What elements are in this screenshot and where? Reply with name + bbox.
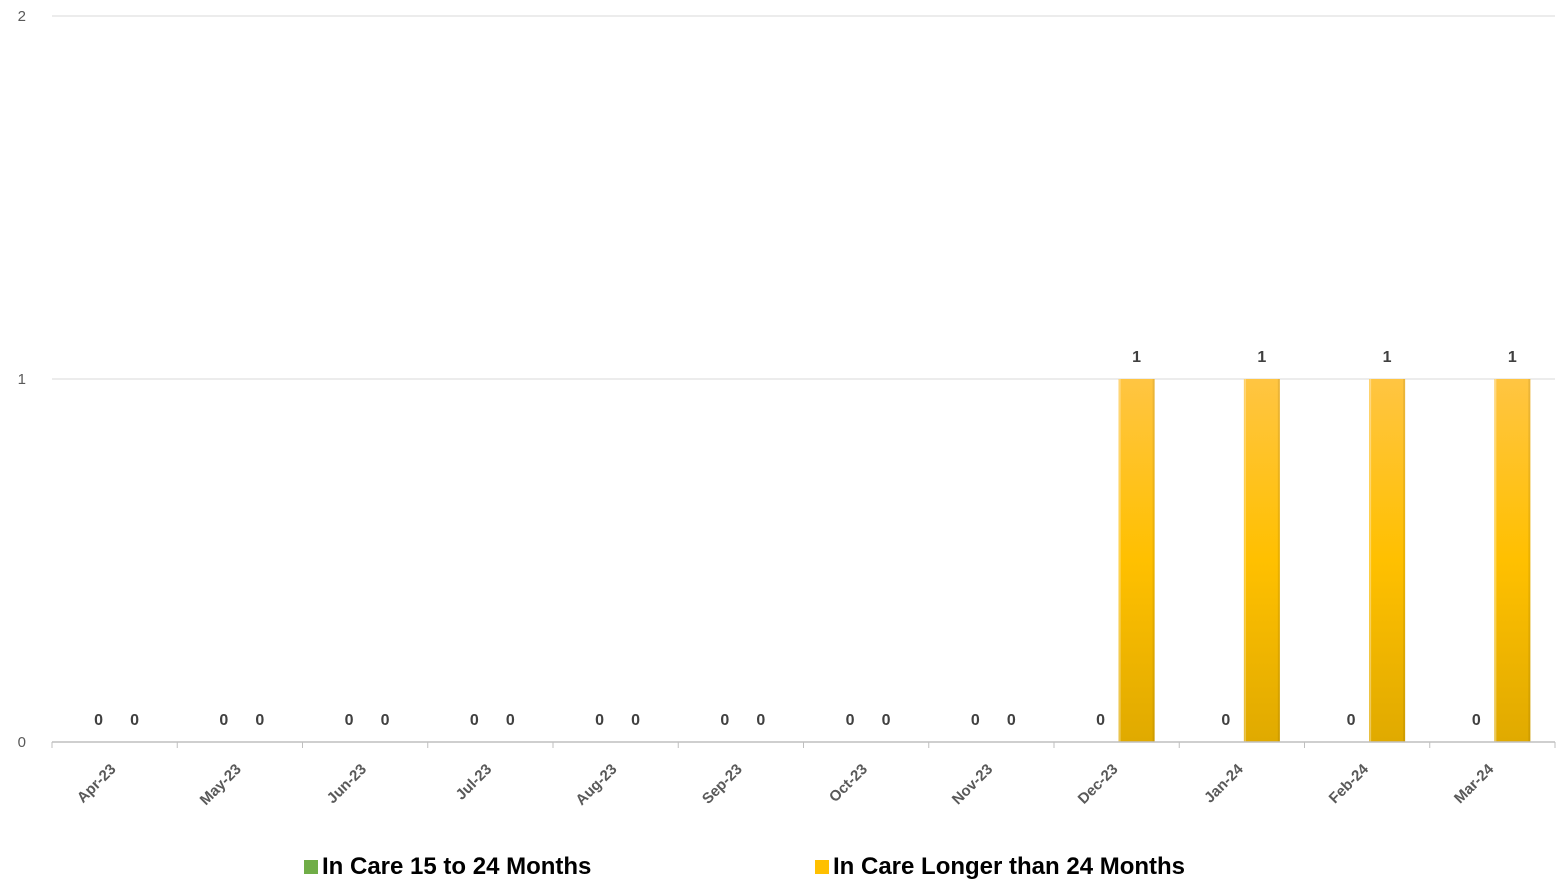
data-label: 0 [882, 712, 891, 729]
chart-svg: 0 1 2 0 0 0 0 0 0 0 0 0 0 0 0 0 0 0 0 0 0 0 0 1 1 1 1 Apr-23 May-2… [18, 8, 1556, 809]
data-label: 0 [1221, 712, 1230, 729]
gridlines [52, 15, 1555, 380]
bar [1369, 379, 1406, 742]
data-labels: 0 0 0 0 0 0 0 0 0 0 0 0 0 0 0 0 0 0 0 0 1 1 1 1 [94, 349, 1517, 729]
legend-swatch-gold [815, 860, 829, 874]
x-tick-label: Nov-23 [949, 761, 996, 808]
y-tick-label: 2 [18, 8, 26, 25]
bar-shade [1277, 379, 1280, 742]
x-axis: Apr-23 May-23 Jun-23 Jul-23 Aug-23 Sep-23 Oct-… [51, 741, 1556, 809]
data-label: 1 [1132, 349, 1141, 366]
bar-highlight [1119, 379, 1121, 742]
x-tick-label: Apr-23 [74, 761, 120, 807]
data-label: 0 [631, 712, 640, 729]
data-label: 0 [381, 712, 390, 729]
bar-shade [1152, 379, 1155, 742]
x-tick-label: Sep-23 [699, 761, 746, 808]
bar-highlight [1369, 379, 1372, 742]
legend-item-series-1: In Care 15 to 24 Months [304, 853, 591, 881]
data-label: 0 [1472, 712, 1481, 729]
bar [1118, 379, 1155, 742]
legend-item-series-2: In Care Longer than 24 Months [815, 853, 1185, 881]
y-axis: 0 1 2 [18, 8, 26, 751]
bar-shade [1528, 379, 1531, 742]
x-tick-label: May-23 [197, 761, 245, 809]
legend-label: In Care Longer than 24 Months [833, 853, 1186, 880]
data-label: 0 [595, 712, 604, 729]
data-label: 1 [1383, 349, 1392, 366]
bars [1118, 379, 1531, 742]
data-label: 0 [846, 712, 855, 729]
legend-swatch-green [304, 860, 318, 874]
bar [1494, 379, 1531, 742]
bar-shade [1403, 379, 1406, 742]
x-tick-label: Mar-24 [1451, 760, 1498, 807]
x-tick-label: Jun-23 [324, 761, 370, 807]
x-tick-label: Jul-23 [453, 761, 496, 804]
x-tick-label: Oct-23 [826, 761, 871, 806]
data-label: 0 [971, 712, 980, 729]
x-tick-label: Jan-24 [1201, 760, 1247, 806]
data-label: 0 [756, 712, 765, 729]
data-label: 1 [1508, 349, 1517, 366]
data-label: 0 [345, 712, 354, 729]
data-label: 0 [506, 712, 515, 729]
data-label: 0 [1096, 712, 1105, 729]
data-label: 0 [1007, 712, 1016, 729]
x-tick-label: Feb-24 [1326, 760, 1373, 807]
legend-label: In Care 15 to 24 Months [322, 853, 592, 880]
data-label: 0 [720, 712, 729, 729]
data-label: 0 [94, 712, 103, 729]
bar [1243, 379, 1280, 742]
legend: In Care 15 to 24 Months In Care Longer t… [0, 853, 1564, 885]
data-label: 0 [219, 712, 228, 729]
bar-highlight [1494, 379, 1497, 742]
x-tick-label: Aug-23 [572, 761, 620, 809]
data-label: 0 [470, 712, 479, 729]
y-tick-label: 1 [18, 371, 26, 388]
data-label: 0 [130, 712, 139, 729]
y-tick-label: 0 [18, 734, 26, 751]
data-label: 0 [255, 712, 264, 729]
data-label: 1 [1257, 349, 1266, 366]
data-label: 0 [1347, 712, 1356, 729]
x-tick-label: Dec-23 [1075, 761, 1122, 808]
bar-highlight [1244, 379, 1246, 742]
